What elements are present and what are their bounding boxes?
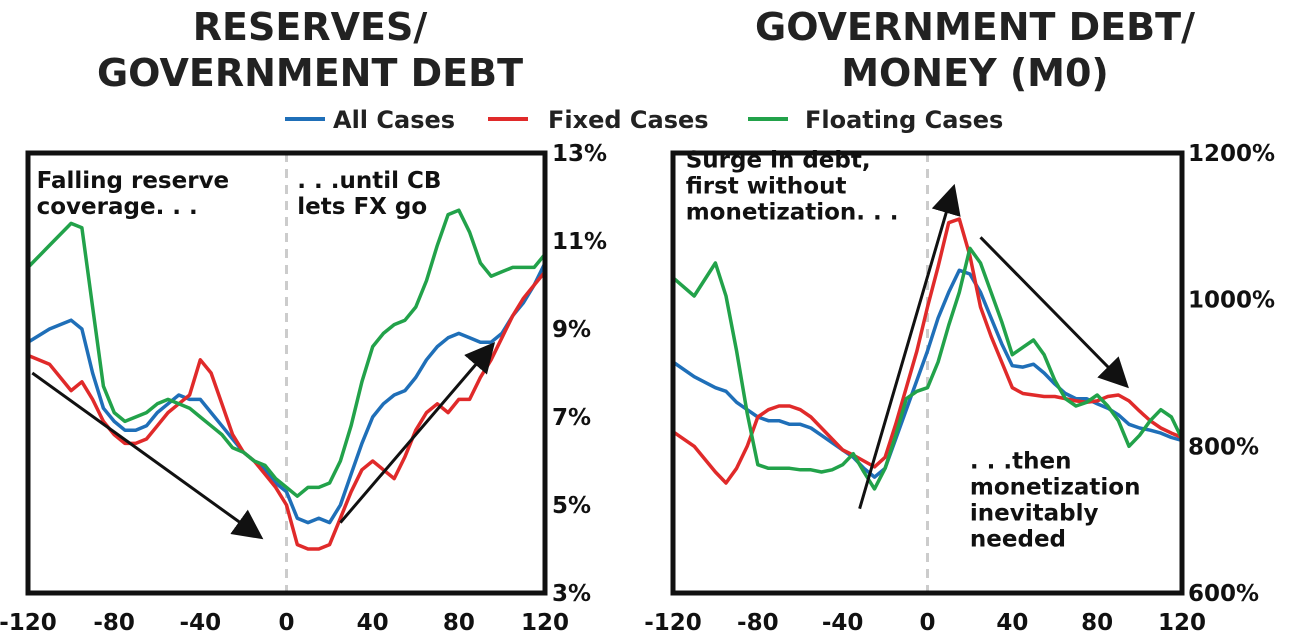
chart-1-arrow-1 [979, 236, 1129, 389]
left-title-line-1: RESERVES/ [193, 5, 428, 49]
chart-0-x-tick-label: -120 [0, 610, 57, 636]
chart-1-x-tick-label: -80 [737, 610, 779, 636]
chart-1-x-tick-label: 0 [919, 610, 935, 636]
legend-label-floating-cases: Floating Cases [805, 106, 1003, 134]
chart-0-y-tick-label: 9% [552, 317, 591, 343]
legend-item-floating-cases: Floating Cases [748, 106, 1003, 134]
chart-1-series-all-cases [671, 268, 1184, 479]
chart-1-annotation-1-line: . . .then [970, 448, 1072, 474]
chart-1-annotation-1-line: monetization [970, 474, 1141, 500]
chart-1-annotation-1-line: inevitably [970, 500, 1099, 526]
chart-1-annotation-0-line: monetization. . . [686, 200, 899, 226]
chart-0-y-tick-label: 7% [552, 405, 591, 431]
chart-1-series-floating-cases [671, 246, 1184, 491]
chart-0-annotation-1-line: . . .until CB [297, 168, 441, 194]
debt-money-chart: Surge in debt, first without monetization.… [644, 141, 1275, 636]
chart-0-annotation-0-line: Falling reserve [37, 168, 230, 194]
chart-0-y-tick-label: 3% [552, 581, 591, 607]
chart-1-x-tick-label: 120 [1158, 610, 1206, 636]
chart-0-annotation-1-line: lets FX go [297, 194, 427, 220]
chart-0-y-tick-label: 11% [552, 229, 607, 255]
chart-0-x-tick-label: 0 [278, 610, 294, 636]
chart-0-frame [25, 150, 548, 596]
chart-0-arrow-0 [31, 371, 264, 540]
chart-0-x-tick-label: -80 [93, 610, 135, 636]
chart-0-annotation-0-line: coverage. . . [37, 194, 198, 220]
chart-0-x-tick-label: 40 [357, 610, 389, 636]
chart-1-x-tick-label: -120 [644, 610, 702, 636]
chart-1-arrow-0 [858, 183, 961, 510]
chart-0-y-tick-label: 13% [552, 141, 607, 167]
chart-0-x-tick-label: 120 [521, 610, 569, 636]
chart-0-x-tick-label: -40 [180, 610, 222, 636]
chart-1-annotation-0-line: Surge in debt, [686, 148, 871, 174]
legend-label-fixed-cases: Fixed Cases [548, 106, 709, 134]
chart-0-arrow-1 [339, 342, 496, 524]
chart-0-annotation-0: Falling reserve coverage. . . [37, 168, 230, 220]
chart-0-y-tick-label: 5% [552, 493, 591, 519]
chart-0-series-all-cases [26, 261, 547, 525]
right-chart-title: GOVERNMENT DEBT/ MONEY (M0) [755, 5, 1195, 95]
legend-item-all-cases: All Cases [285, 106, 455, 134]
chart-1-frame [670, 150, 1185, 596]
chart-0-series-floating-cases [26, 208, 547, 498]
chart-1-y-tick-label: 1000% [1188, 288, 1275, 314]
chart-1-y-tick-label: 1200% [1188, 141, 1275, 167]
chart-1-y-tick-label: 800% [1188, 434, 1259, 460]
chart-1-x-tick-label: -40 [822, 610, 864, 636]
chart-1-x-tick-label: 40 [996, 610, 1028, 636]
legend-label-all-cases: All Cases [333, 106, 455, 134]
right-title-line-2: MONEY (M0) [841, 51, 1109, 95]
chart-1-x-tick-label: 80 [1081, 610, 1113, 636]
legend: All Cases Fixed Cases Floating Cases [285, 106, 1003, 134]
chart-1-y-tick-label: 600% [1188, 581, 1259, 607]
reserves-chart: Falling reserve coverage. . . . . .until C… [0, 141, 607, 636]
legend-item-fixed-cases: Fixed Cases [488, 106, 709, 134]
chart-1-annotation-0: Surge in debt, first without monetization.… [686, 148, 899, 226]
chart-1-annotation-0-line: first without [686, 174, 847, 200]
right-title-line-1: GOVERNMENT DEBT/ [755, 5, 1195, 49]
chart-1-annotation-1: . . .then monetization inevitably needed [970, 448, 1141, 552]
left-title-line-2: GOVERNMENT DEBT [97, 51, 523, 95]
chart-0-annotation-1: . . .until CB lets FX go [297, 168, 441, 220]
left-chart-title: RESERVES/ GOVERNMENT DEBT [97, 5, 523, 95]
chart-1-annotation-1-line: needed [970, 526, 1066, 552]
chart-0-x-tick-label: 80 [443, 610, 475, 636]
